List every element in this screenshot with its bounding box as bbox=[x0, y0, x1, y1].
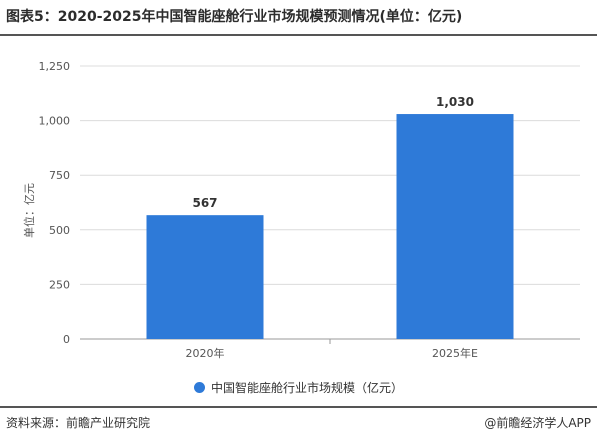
footer-divider bbox=[0, 406, 597, 408]
data-label: 1,030 bbox=[436, 95, 474, 109]
labels: 567 1,030 bbox=[192, 95, 474, 210]
data-label: 567 bbox=[192, 196, 217, 210]
legend-marker bbox=[193, 382, 205, 393]
brand-credit: @前瞻经济学人APP bbox=[484, 416, 591, 430]
y-tick-label: 500 bbox=[49, 224, 70, 237]
bar bbox=[146, 215, 264, 339]
source-note: 资料来源：前瞻产业研究院 bbox=[6, 416, 151, 430]
legend-label: 中国智能座舱行业市场规模（亿元） bbox=[210, 381, 403, 395]
y-tick-label: 250 bbox=[49, 278, 70, 291]
y-tick-label: 1,000 bbox=[39, 115, 71, 128]
y-tick-label: 0 bbox=[63, 333, 70, 346]
chart-title: 图表5：2020-2025年中国智能座舱行业市场规模预测情况(单位：亿元) bbox=[6, 9, 463, 25]
bars bbox=[146, 114, 514, 339]
bar bbox=[396, 114, 514, 339]
title-divider bbox=[0, 34, 597, 36]
y-tick-label: 750 bbox=[49, 169, 70, 182]
x-tick-label: 2025年E bbox=[432, 346, 478, 360]
legend: 中国智能座舱行业市场规模（亿元） bbox=[0, 379, 597, 396]
y-axis-title: 单位：亿元 bbox=[22, 183, 36, 238]
x-tick-label: 2020年 bbox=[186, 346, 225, 360]
y-tick-label: 1,250 bbox=[39, 60, 71, 73]
